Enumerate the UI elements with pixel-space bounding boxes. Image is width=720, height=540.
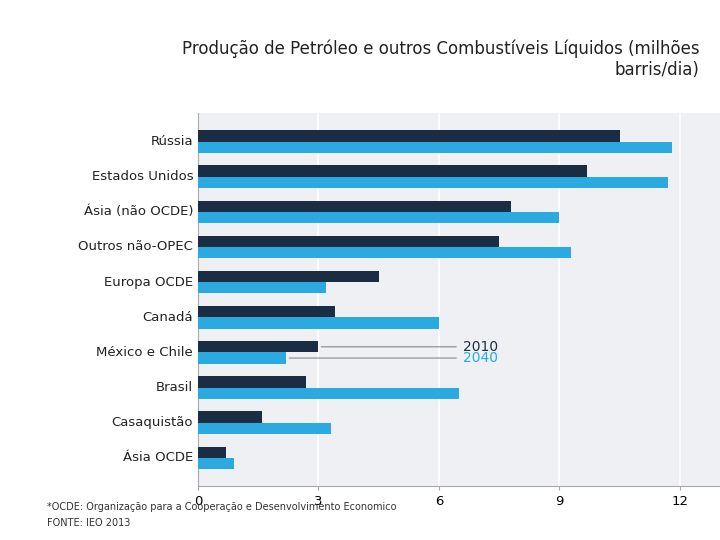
Text: Outros não-OPEC: Outros não-OPEC <box>78 240 193 253</box>
Bar <box>198 200 511 212</box>
Bar <box>198 236 499 247</box>
Text: 2010: 2010 <box>463 340 498 354</box>
Text: FONTE: IEO 2013: FONTE: IEO 2013 <box>47 518 130 529</box>
Text: Brasil: Brasil <box>156 381 193 394</box>
Text: Rússia: Rússia <box>150 135 193 148</box>
Text: Produção de Petróleo e outros Combustíveis Líquidos (milhões
barris/dia): Produção de Petróleo e outros Combustíve… <box>182 40 700 79</box>
Bar <box>198 212 559 223</box>
Text: México e Chile: México e Chile <box>96 346 193 359</box>
Text: 2040: 2040 <box>463 351 498 365</box>
Bar <box>198 141 672 153</box>
Bar <box>198 282 326 293</box>
Bar <box>198 411 262 423</box>
Bar <box>198 458 234 469</box>
Text: Casaquistão: Casaquistão <box>112 416 193 429</box>
Bar <box>198 130 620 141</box>
Bar <box>198 165 588 177</box>
Text: Ásia (não OCDE): Ásia (não OCDE) <box>84 205 193 218</box>
Bar <box>198 423 330 434</box>
Bar <box>198 376 307 388</box>
Bar <box>198 353 287 363</box>
Bar <box>198 177 668 188</box>
Bar <box>198 341 318 353</box>
Text: Canadá: Canadá <box>143 311 193 324</box>
Bar <box>198 447 226 458</box>
Text: Estados Unidos: Estados Unidos <box>91 170 193 183</box>
Text: *OCDE: Organização para a Cooperação e Desenvolvimento Economico: *OCDE: Organização para a Cooperação e D… <box>47 502 396 512</box>
Bar <box>198 306 335 318</box>
Bar <box>198 318 439 328</box>
Bar <box>198 388 459 399</box>
Text: Ásia OCDE: Ásia OCDE <box>123 451 193 464</box>
Bar <box>198 271 379 282</box>
Bar <box>198 247 572 258</box>
Text: Europa OCDE: Europa OCDE <box>104 275 193 288</box>
